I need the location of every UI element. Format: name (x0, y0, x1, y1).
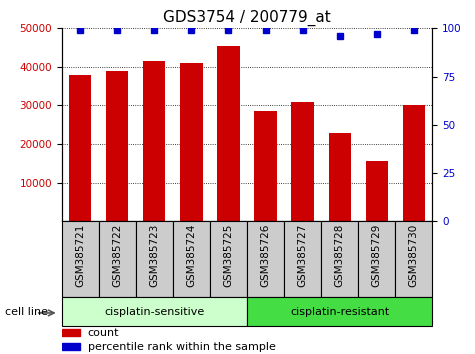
Bar (218, 46, 239, 221)
Bar (247, 297, 432, 326)
Text: GSM385721: GSM385721 (75, 223, 86, 287)
Bar (395, 221, 432, 297)
Bar (255, 111, 276, 221)
Bar (292, 102, 314, 221)
Bar (247, 221, 284, 297)
Text: GSM385722: GSM385722 (112, 223, 123, 287)
Text: GSM385728: GSM385728 (334, 223, 345, 287)
Bar (136, 221, 173, 297)
Text: GSM385723: GSM385723 (149, 223, 160, 287)
Bar (210, 221, 247, 297)
Bar (62, 329, 80, 336)
Bar (358, 221, 395, 297)
Text: cisplatin-resistant: cisplatin-resistant (290, 307, 389, 316)
Bar (99, 221, 136, 297)
Bar (366, 161, 388, 221)
Text: count: count (88, 328, 119, 338)
Bar (106, 71, 128, 221)
Text: GSM385726: GSM385726 (260, 223, 271, 287)
Bar (321, 221, 358, 297)
Bar (62, 221, 99, 297)
Title: GDS3754 / 200779_at: GDS3754 / 200779_at (163, 9, 331, 25)
Bar (403, 105, 425, 221)
Bar (62, 343, 80, 350)
Text: cell line: cell line (5, 307, 48, 316)
Bar (62, 297, 247, 326)
Text: GSM385724: GSM385724 (186, 223, 197, 287)
Text: GSM385725: GSM385725 (223, 223, 234, 287)
Bar (180, 63, 202, 221)
Text: GSM385729: GSM385729 (371, 223, 382, 287)
Text: percentile rank within the sample: percentile rank within the sample (88, 342, 276, 352)
Text: GSM385727: GSM385727 (297, 223, 308, 287)
Bar (284, 221, 321, 297)
Bar (69, 75, 91, 221)
Bar (173, 221, 210, 297)
Bar (329, 132, 351, 221)
Bar (143, 61, 165, 221)
Text: GSM385730: GSM385730 (408, 223, 419, 287)
Text: cisplatin-sensitive: cisplatin-sensitive (104, 307, 205, 316)
